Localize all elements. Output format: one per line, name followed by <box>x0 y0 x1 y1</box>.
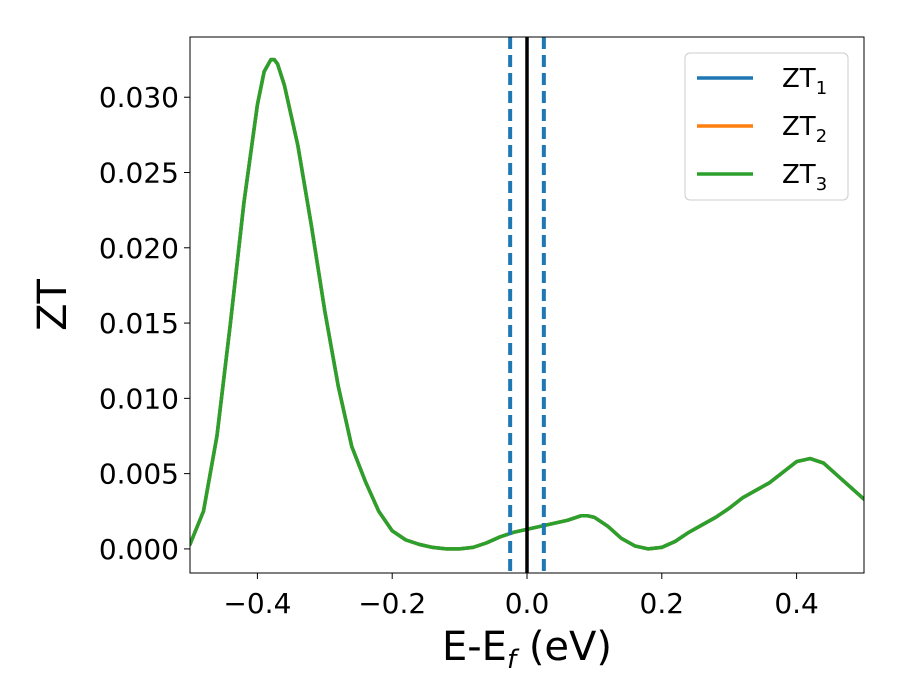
x-tick-label: 0.2 <box>640 587 685 620</box>
x-axis: −0.4 −0.2 0.0 0.2 0.4 <box>223 573 819 620</box>
x-tick-label: 0.4 <box>774 587 819 620</box>
legend-box <box>684 52 849 201</box>
x-axis-label: E-Ef (eV) <box>442 624 612 675</box>
y-tick-label: 0.005 <box>99 458 179 491</box>
y-tick-label: 0.000 <box>99 533 179 566</box>
y-tick-label: 0.030 <box>99 81 179 114</box>
legend-label-zt3: ZT3 <box>782 160 827 195</box>
y-tick-label: 0.020 <box>99 232 179 265</box>
y-tick-label: 0.010 <box>99 382 179 415</box>
x-tick-label: 0.0 <box>505 587 550 620</box>
y-tick-label: 0.015 <box>99 307 179 340</box>
plot-area <box>190 57 864 551</box>
x-tick-label: −0.4 <box>223 587 291 620</box>
y-axis: 0.000 0.005 0.010 0.015 0.020 0.025 0.030 <box>99 81 190 566</box>
x-tick-label: −0.2 <box>358 587 426 620</box>
legend-label-zt1: ZT1 <box>782 64 827 99</box>
legend-label-zt2: ZT2 <box>782 112 827 147</box>
y-axis-label: ZT <box>30 279 76 331</box>
series-line-zt3 <box>190 57 864 551</box>
y-tick-label: 0.025 <box>99 157 179 190</box>
legend: ZT1 ZT2 ZT3 <box>684 52 849 201</box>
fermi-level-lines <box>508 37 546 573</box>
